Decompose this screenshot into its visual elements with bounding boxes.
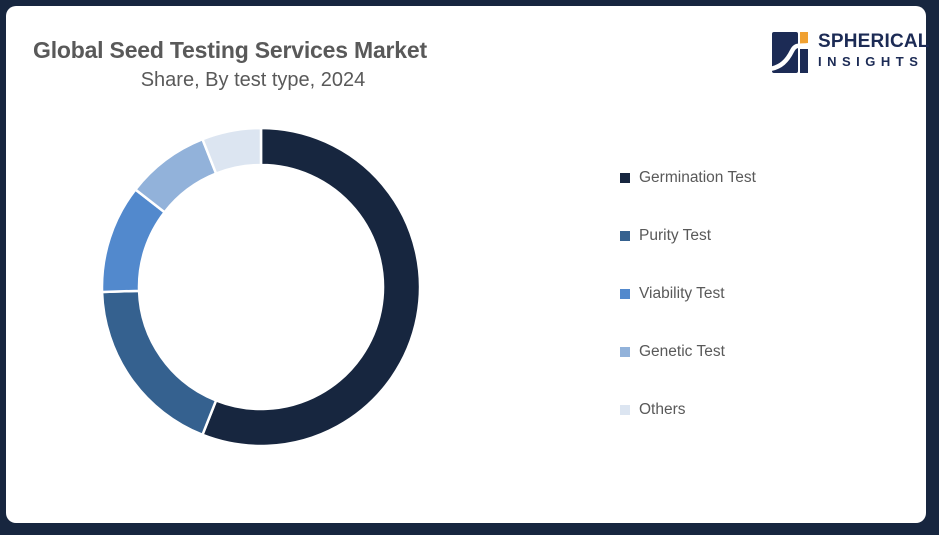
legend-label: Others [639,401,686,418]
legend-swatch [620,231,630,241]
donut-chart [100,126,422,448]
legend-item-others: Others [620,381,756,439]
legend-label: Purity Test [639,227,712,244]
header: Global Seed Testing Services Market Shar… [33,36,473,93]
spherical-insights-logo-icon [772,32,809,73]
logo-tagline-text: INSIGHTS [818,54,924,69]
legend-swatch [620,405,630,415]
page-title: Global Seed Testing Services Market [33,37,427,63]
chart-legend: Germination Test Purity Test Viability Tes… [620,149,756,439]
legend-swatch [620,289,630,299]
legend-swatch [620,347,630,357]
legend-item-genetic-test: Genetic Test [620,323,756,381]
donut-slice-others [201,126,263,175]
legend-label: Germination Test [639,169,756,186]
legend-item-germination-test: Germination Test [620,149,756,207]
legend-item-viability-test: Viability Test [620,265,756,323]
legend-swatch [620,173,630,183]
legend-item-purity-test: Purity Test [620,207,756,265]
legend-label: Viability Test [639,285,725,302]
logo-brand-text: SPHERICAL [818,31,930,52]
donut-slice-purity-test [100,289,218,437]
logo-text: SPHERICAL INSIGHTS [818,30,930,70]
legend-label: Genetic Test [639,343,725,360]
brand-logo: SPHERICAL INSIGHTS [772,30,930,74]
content-panel: Global Seed Testing Services Market Shar… [6,6,929,523]
page-subtitle: Share, By test type, 2024 [140,69,366,91]
donut-slice-germination-test [201,126,422,448]
